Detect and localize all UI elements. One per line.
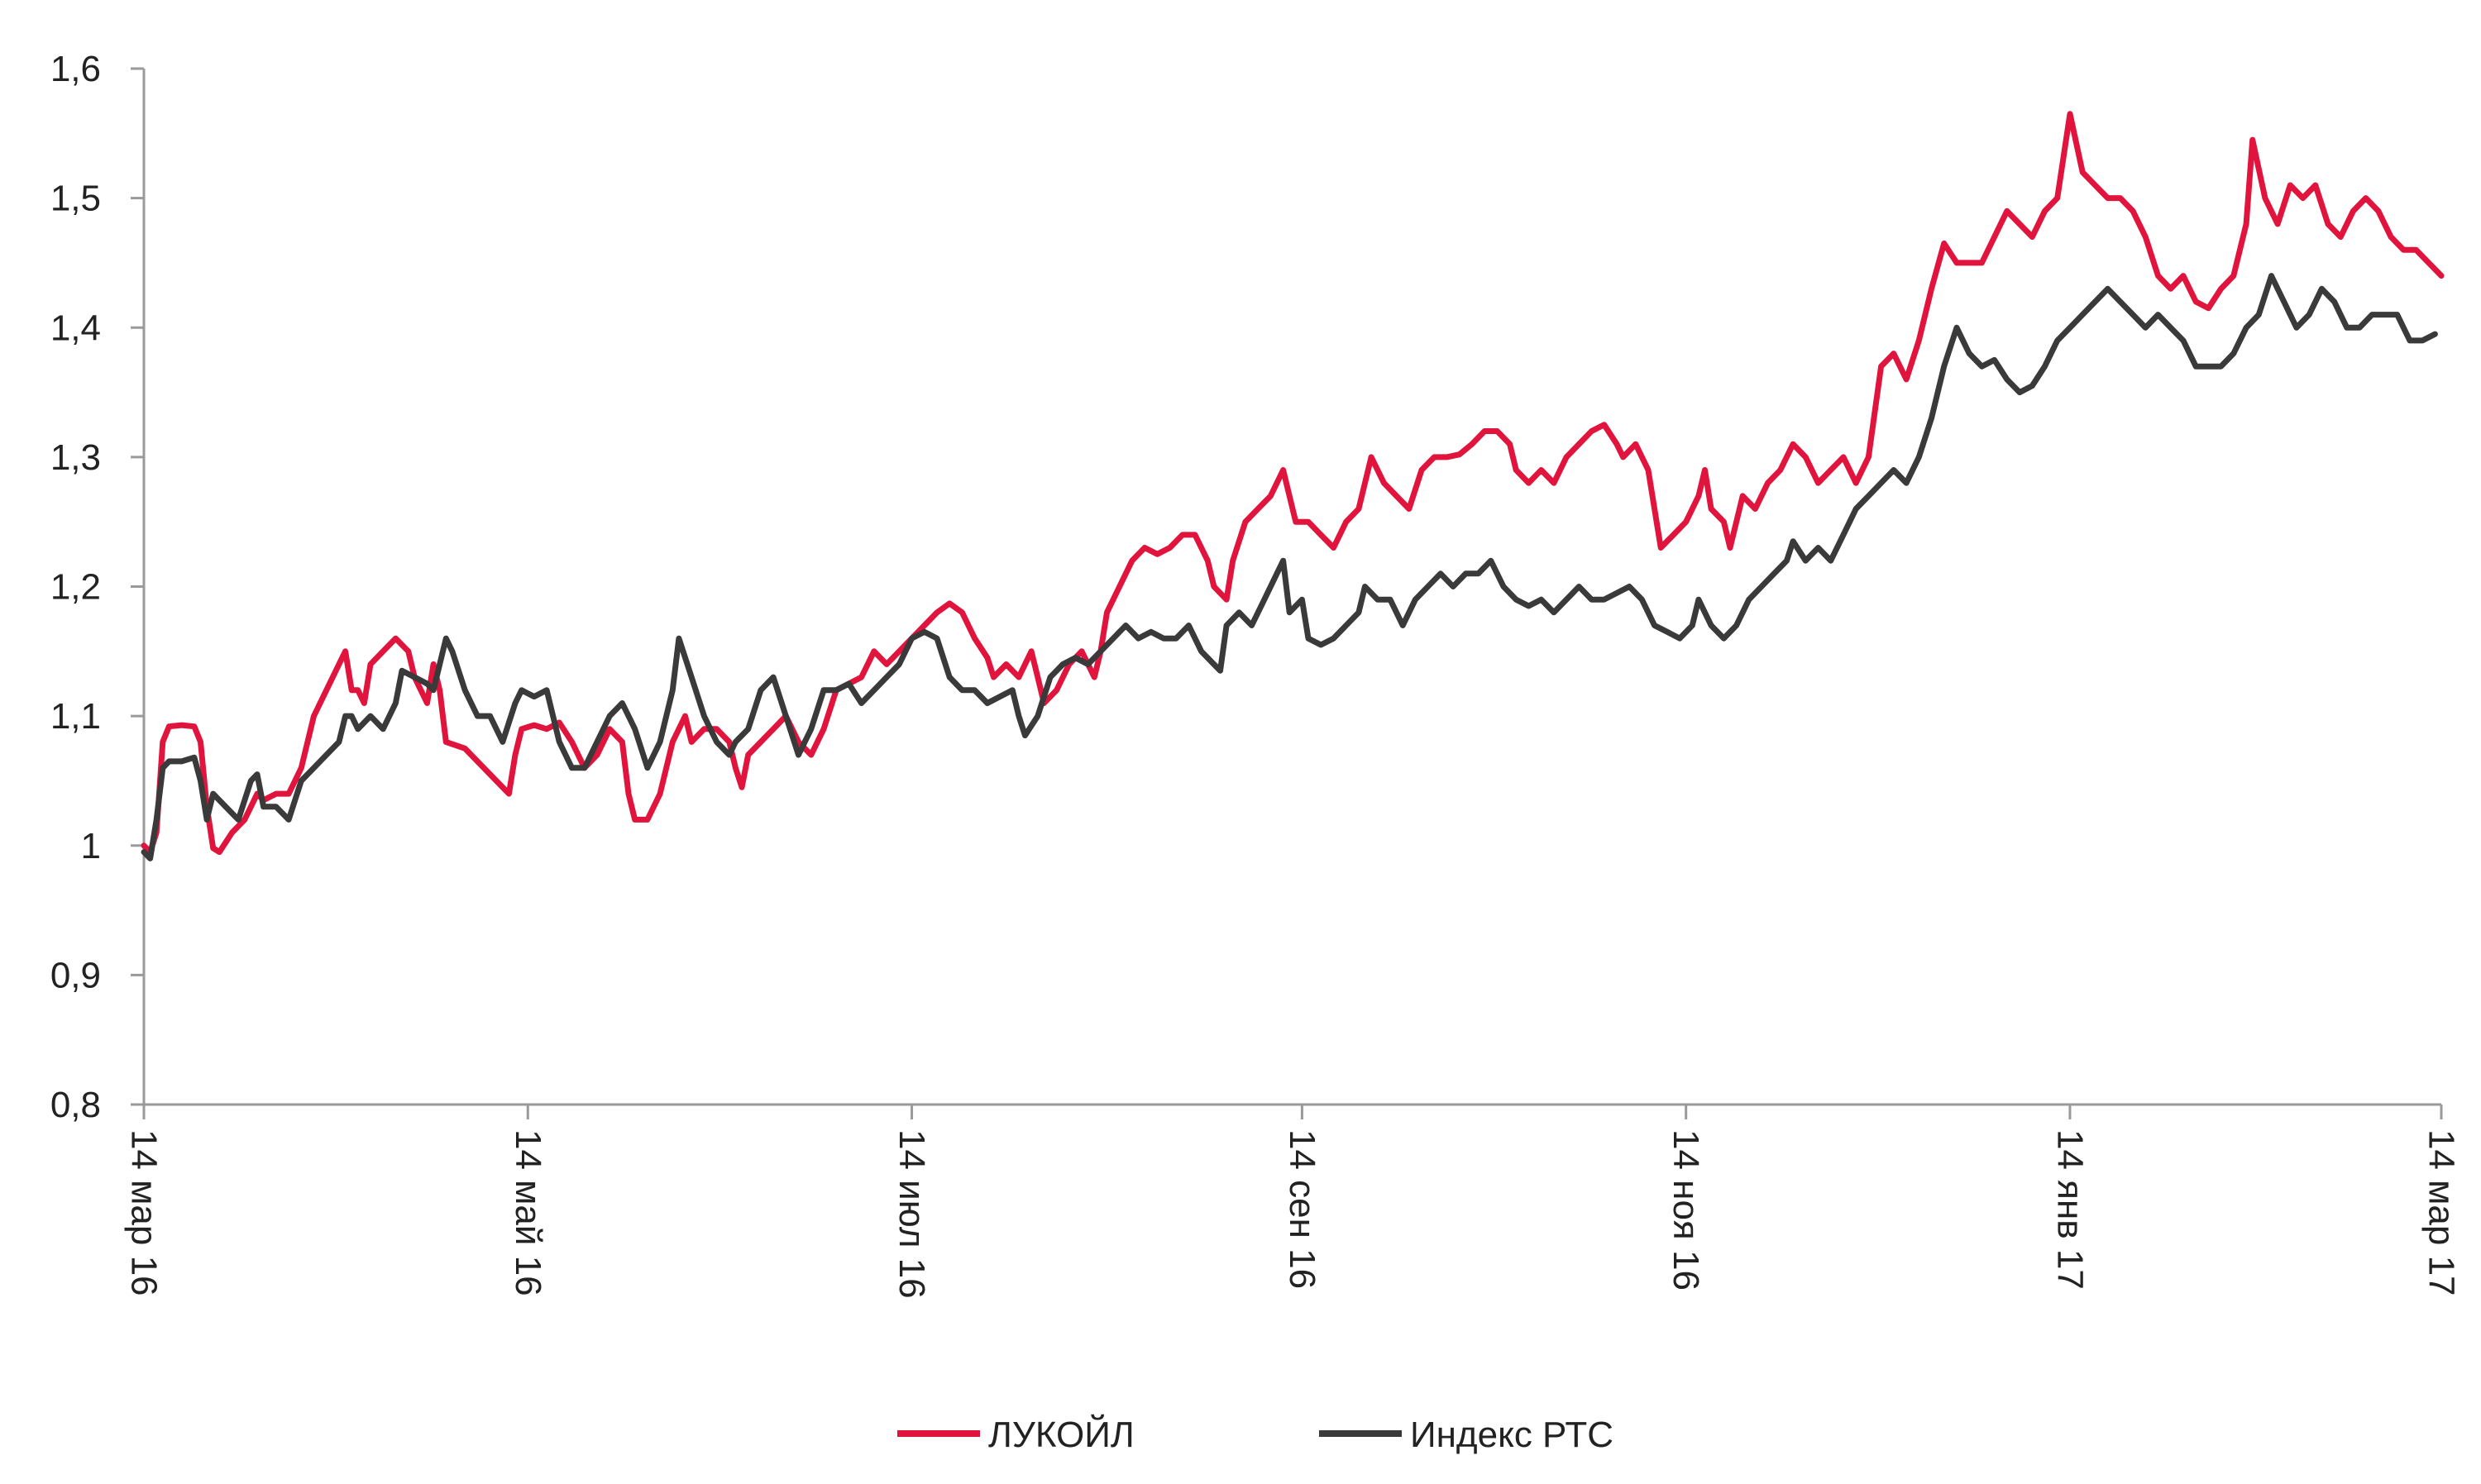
- legend: ЛУКОЙЛ Индекс РТС: [897, 1413, 1613, 1455]
- y-tick-label: 1,5: [50, 179, 101, 219]
- legend-label-rts-index: Индекс РТС: [1410, 1415, 1613, 1455]
- y-tick-label: 1: [81, 826, 101, 866]
- y-tick-label: 1,4: [50, 308, 101, 348]
- y-tick-label: 1,3: [50, 437, 101, 478]
- x-tick-label: 14 июл 16: [892, 1129, 932, 1299]
- y-tick-label: 1,6: [50, 49, 101, 89]
- series-line-rts-index: [141, 273, 2438, 861]
- x-axis: 14 мар 16 14 май 16 14 июл 16 14 сен 16 14 н…: [124, 1103, 2462, 1299]
- y-axis: 0,8 0,9 1 1,1 1,2 1,3 1,4 1,5 1,6: [50, 49, 146, 1125]
- x-tick-label: 14 янв 17: [2049, 1129, 2090, 1290]
- series-lines: [141, 111, 2445, 861]
- y-tick-label: 0,9: [50, 955, 101, 995]
- x-tick-label: 14 сен 16: [1282, 1129, 1322, 1289]
- series-line-lukoil: [141, 111, 2445, 856]
- legend-label-lukoil: ЛУКОЙЛ: [988, 1413, 1135, 1455]
- y-tick-label: 1,2: [50, 567, 101, 608]
- x-tick-label: 14 мар 16: [124, 1129, 165, 1296]
- y-tick-label: 1,1: [50, 696, 101, 737]
- x-tick-label: 14 мар 17: [2421, 1129, 2462, 1296]
- x-tick-label: 14 май 16: [508, 1129, 548, 1296]
- y-tick-label: 0,8: [50, 1085, 101, 1125]
- x-tick-label: 14 ноя 16: [1666, 1129, 1706, 1291]
